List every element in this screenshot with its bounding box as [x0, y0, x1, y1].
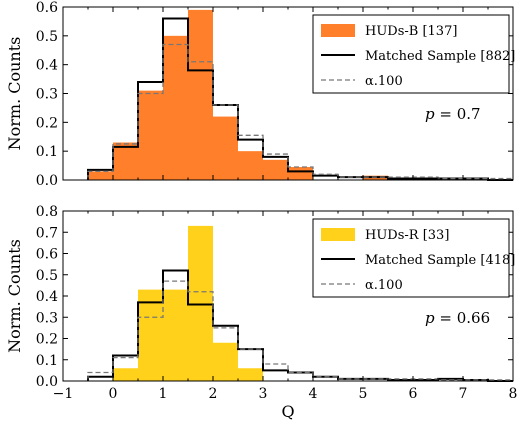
histogram-bar [188, 225, 213, 381]
histogram-bar [188, 9, 213, 181]
legend-label: Matched Sample [882] [365, 49, 515, 64]
p-value-annotation: p = 0.66 [425, 309, 490, 327]
y-axis-label: Norm. Counts [5, 239, 24, 353]
y-tick-label: 0.8 [36, 204, 58, 220]
histogram-bar [263, 159, 288, 180]
y-tick-label: 0.2 [36, 115, 58, 131]
x-tick-label: 0 [109, 386, 118, 402]
x-tick-label: 3 [259, 386, 268, 402]
legend-label: HUDs-R [33] [365, 228, 449, 243]
x-tick-label: 4 [309, 386, 318, 402]
histogram-bar [88, 171, 113, 180]
p-value-symbol: p [425, 309, 435, 327]
legend-label: HUDs-B [137] [365, 24, 457, 39]
x-tick-label: 5 [359, 386, 368, 402]
y-tick-label: 0.1 [36, 144, 58, 160]
y-tick-label: 0.4 [36, 58, 58, 74]
y-tick-label: 0.1 [36, 353, 58, 369]
x-tick-label: −1 [53, 386, 74, 402]
histogram-bar [288, 167, 313, 180]
p-value-number: = 0.66 [435, 309, 491, 327]
histogram-bar [213, 342, 238, 381]
legend: HUDs-R [33] Matched Sample [418] α.100 [312, 218, 515, 298]
legend-swatch-filled [321, 24, 355, 37]
y-tick-label: 0.4 [36, 289, 58, 305]
y-tick-label: 0.0 [36, 374, 58, 390]
top-panel: 0.0 0.1 0.2 0.3 0.4 0.5 0.6 Norm. Counts HUDs-B … [5, 0, 515, 189]
y-tick-label: 0.5 [36, 29, 58, 45]
bottom-panel: 0.0 0.1 0.2 0.3 0.4 0.5 0.6 0.7 0.8 −1 0 1 2 3 4 5 6 7 8 No… [5, 204, 517, 421]
histogram-bar [113, 368, 138, 381]
histogram-bar [163, 35, 188, 181]
y-tick-label: 0.5 [36, 268, 58, 284]
legend: HUDs-B [137] Matched Sample [882] α.100 [312, 14, 515, 94]
y-tick-label: 0.0 [36, 173, 58, 189]
y-tick-label: 0.7 [36, 225, 58, 241]
x-tick-label: 7 [459, 386, 468, 402]
histogram-bar [138, 90, 163, 180]
histogram-bar [138, 289, 163, 381]
y-tick-label: 0.6 [36, 247, 58, 263]
x-tick-label: 1 [159, 386, 168, 402]
x-tick-label: 8 [509, 386, 518, 402]
y-tick-label: 0.3 [36, 87, 58, 103]
legend-label: Matched Sample [418] [365, 253, 515, 268]
p-value-number: = 0.7 [435, 105, 481, 123]
histogram-bar [213, 116, 238, 180]
y-tick-label: 0.6 [36, 0, 58, 16]
y-tick-label: 0.3 [36, 310, 58, 326]
x-tick-label: 6 [409, 386, 418, 402]
p-value-symbol: p [425, 105, 435, 123]
x-tick-label: 2 [209, 386, 218, 402]
x-axis-label: Q [281, 402, 294, 421]
legend-label: α.100 [365, 74, 403, 89]
histogram-bar [238, 368, 263, 381]
y-tick-label: 0.2 [36, 332, 58, 348]
histogram-bar [238, 151, 263, 180]
legend-swatch-filled [321, 228, 355, 241]
histogram-bar [163, 289, 188, 381]
p-value-annotation: p = 0.7 [425, 105, 481, 123]
dashed-step-line [87, 43, 514, 180]
legend-label: α.100 [365, 278, 403, 293]
y-axis-label: Norm. Counts [5, 37, 24, 151]
histogram-bar [113, 142, 138, 180]
